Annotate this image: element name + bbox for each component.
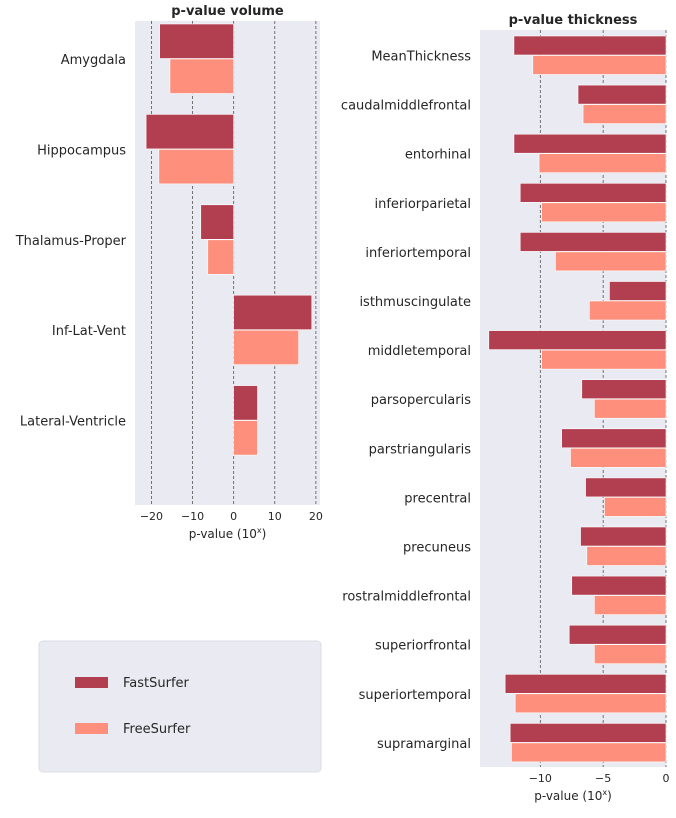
bar-freesurfer-precuneus: [586, 546, 667, 566]
bar-fastsurfer-hippocampus: [145, 114, 234, 150]
legend-label-freesurfer: FreeSurfer: [123, 722, 191, 737]
legend: FastSurfer FreeSurfer: [38, 640, 322, 773]
x-tick-label: 0: [663, 772, 670, 785]
bar-freesurfer-inferiorparietal: [541, 202, 667, 223]
x-tick-label: 20: [309, 510, 323, 523]
bar-freesurfer-superiortemporal: [514, 693, 667, 714]
bar-freesurfer-hippocampus: [158, 149, 234, 185]
category-label: Amygdala: [61, 53, 126, 68]
x-tick-label: −5: [595, 772, 611, 785]
x-axis-label: p-value (10x): [534, 788, 612, 803]
x-tick-label: 0: [230, 510, 237, 523]
bar-fastsurfer-superiortemporal: [504, 673, 667, 694]
category-label: precentral: [404, 491, 471, 506]
x-tick-label: −10: [181, 510, 204, 523]
chart-title: p-value volume: [171, 4, 284, 19]
bar-fastsurfer-parsopercularis: [581, 379, 667, 400]
x-tick-label: −10: [529, 772, 552, 785]
category-label: superiortemporal: [359, 688, 471, 703]
legend-box: [38, 640, 322, 773]
chart-title: p-value thickness: [509, 13, 638, 28]
bar-fastsurfer-supramarginal: [509, 723, 667, 743]
bar-freesurfer-rostralmiddlefrontal: [594, 595, 667, 615]
bar-fastsurfer-middletemporal: [488, 330, 667, 350]
bar-freesurfer-precentral: [604, 497, 667, 517]
bar-freesurfer-amygdala: [169, 58, 234, 94]
bar-freesurfer-middletemporal: [541, 349, 667, 370]
x-tick-label: −20: [140, 510, 163, 523]
category-label: inferiorparietal: [374, 197, 471, 212]
category-label: caudalmiddlefrontal: [341, 99, 471, 114]
category-label: supramarginal: [377, 737, 471, 752]
category-label: inferiortemporal: [365, 246, 471, 261]
category-label: entorhinal: [405, 148, 471, 163]
bar-freesurfer-isthmuscingulate: [589, 300, 667, 321]
category-label: Thalamus-Proper: [15, 234, 127, 249]
bar-freesurfer-parstriangularis: [570, 447, 667, 468]
bar-freesurfer-parsopercularis: [594, 398, 667, 419]
bar-freesurfer-caudalmiddlefrontal: [582, 104, 667, 124]
bar-fastsurfer-rostralmiddlefrontal: [571, 575, 667, 596]
bar-freesurfer-thalamus-proper: [207, 239, 234, 275]
category-label: isthmuscingulate: [359, 295, 471, 310]
category-label: Inf-Lat-Vent: [52, 324, 126, 339]
x-tick-label: 10: [268, 510, 282, 523]
category-label: Lateral-Ventricle: [20, 415, 126, 430]
bar-fastsurfer-thalamus-proper: [200, 204, 234, 240]
bar-fastsurfer-inferiortemporal: [519, 232, 667, 252]
category-label: middletemporal: [368, 344, 471, 359]
category-label: parsopercularis: [371, 393, 472, 408]
bar-fastsurfer-meanthickness: [513, 35, 667, 56]
category-label: Hippocampus: [37, 143, 126, 158]
bar-freesurfer-lateral-ventricle: [233, 420, 258, 456]
bar-fastsurfer-entorhinal: [513, 133, 667, 154]
thickness-chart: MeanThickness caudalmiddlefrontal entorhin…: [341, 13, 670, 803]
volume-chart: Amygdala Hippocampus Thalamus-Proper Inf-La…: [15, 4, 323, 541]
bar-fastsurfer-precuneus: [580, 526, 667, 547]
bar-fastsurfer-inferiorparietal: [519, 183, 667, 203]
bar-freesurfer-inferiortemporal: [555, 251, 667, 272]
category-label: precuneus: [403, 541, 471, 556]
bar-fastsurfer-caudalmiddlefrontal: [577, 84, 667, 105]
bar-freesurfer-supramarginal: [511, 742, 667, 763]
bar-fastsurfer-amygdala: [159, 23, 234, 59]
bar-fastsurfer-isthmuscingulate: [609, 281, 667, 301]
bar-freesurfer-entorhinal: [538, 153, 667, 173]
category-label: superiorfrontal: [375, 639, 471, 654]
bar-fastsurfer-superiorfrontal: [568, 624, 667, 645]
category-label: rostralmiddlefrontal: [342, 590, 471, 605]
bar-freesurfer-superiorfrontal: [594, 644, 667, 665]
bar-freesurfer-inf-lat-vent: [233, 329, 299, 366]
bar-fastsurfer-lateral-ventricle: [233, 385, 258, 421]
bar-freesurfer-meanthickness: [532, 55, 667, 75]
bar-fastsurfer-parstriangularis: [561, 428, 667, 449]
category-label: parstriangularis: [369, 442, 472, 457]
legend-swatch-fastsurfer: [75, 677, 108, 688]
bar-fastsurfer-inf-lat-vent: [233, 294, 313, 331]
legend-label-fastsurfer: FastSurfer: [123, 676, 190, 691]
legend-swatch-freesurfer: [75, 723, 108, 734]
category-label: MeanThickness: [371, 50, 471, 65]
bar-fastsurfer-precentral: [585, 477, 667, 498]
x-axis-label: p-value (10x): [189, 526, 267, 541]
